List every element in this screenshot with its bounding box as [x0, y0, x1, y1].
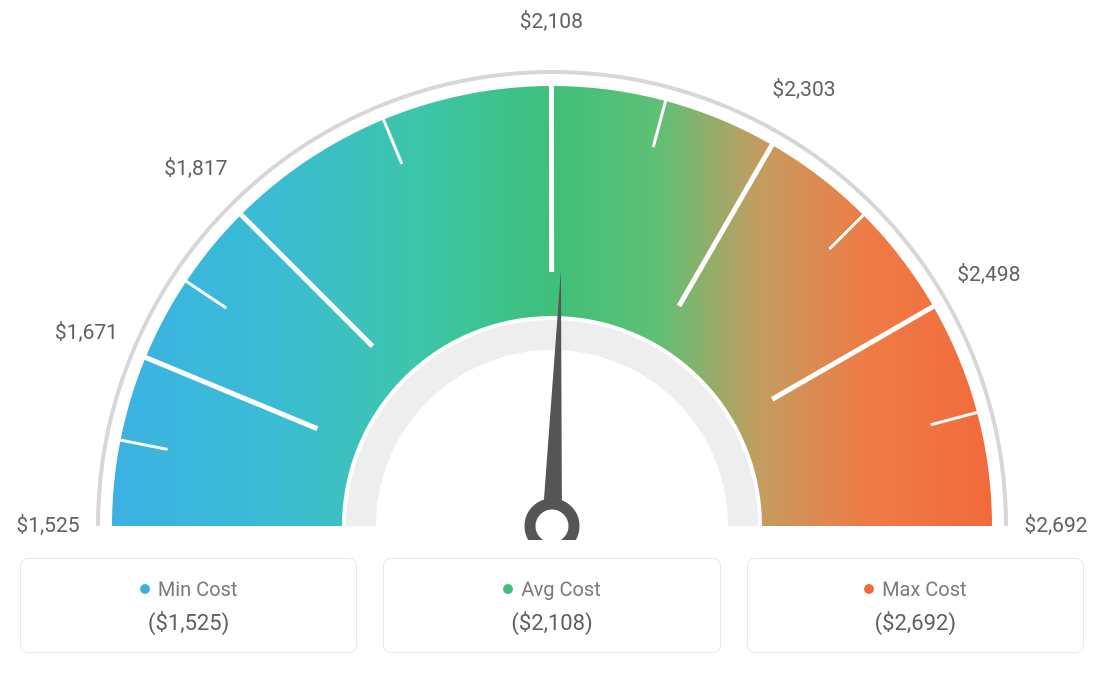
legend-card-min: Min Cost ($1,525) [20, 558, 357, 653]
legend-card-avg: Avg Cost ($2,108) [383, 558, 720, 653]
gauge-svg [20, 20, 1084, 540]
legend-title-label: Avg Cost [521, 577, 601, 601]
dot-icon [140, 584, 150, 594]
legend-row: Min Cost ($1,525) Avg Cost ($2,108) Max … [20, 558, 1084, 653]
dot-icon [503, 584, 513, 594]
gauge-scale-label: $1,671 [55, 321, 118, 345]
legend-title-avg: Avg Cost [503, 577, 601, 601]
legend-title-label: Min Cost [158, 577, 238, 601]
gauge-scale-label: $2,108 [520, 10, 583, 34]
legend-value-min: ($1,525) [31, 611, 346, 636]
gauge-scale-label: $1,817 [164, 157, 227, 181]
gauge-chart: $1,525$1,671$1,817$2,108$2,303$2,498$2,6… [20, 20, 1084, 540]
gauge-scale-label: $2,498 [957, 263, 1020, 287]
dot-icon [864, 584, 874, 594]
gauge-needle-hub [530, 504, 574, 540]
legend-value-avg: ($2,108) [394, 611, 709, 636]
legend-title-label: Max Cost [882, 577, 967, 601]
legend-card-max: Max Cost ($2,692) [747, 558, 1084, 653]
legend-title-min: Min Cost [140, 577, 238, 601]
gauge-scale-label: $1,525 [16, 514, 79, 538]
gauge-scale-label: $2,692 [1024, 514, 1087, 538]
legend-value-max: ($2,692) [758, 611, 1073, 636]
legend-title-max: Max Cost [864, 577, 967, 601]
gauge-scale-label: $2,303 [772, 78, 835, 102]
